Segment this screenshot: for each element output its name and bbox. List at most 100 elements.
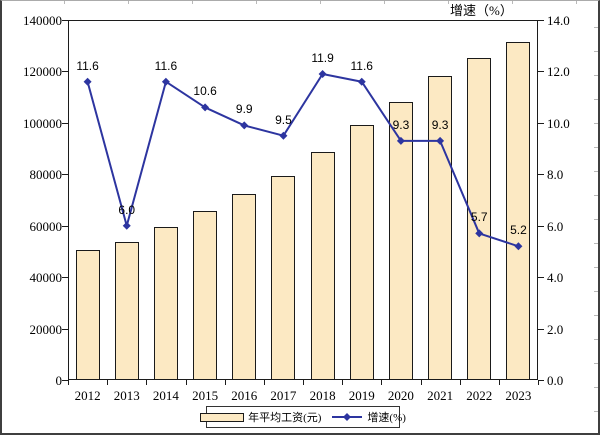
- grid-stub-top: [512, 1, 513, 4]
- x-axis-year-label: 2019: [348, 388, 375, 403]
- growth-value-label-2015: 10.6: [193, 84, 217, 99]
- right-axis-tick-label: 6.0: [547, 218, 564, 234]
- legend-line-label: 增速(%): [367, 412, 406, 424]
- grid-stub-right: [594, 195, 598, 196]
- grid-stub-top: [576, 1, 577, 4]
- grid-stub-top: [64, 1, 65, 4]
- x-axis-year-label: 2022: [466, 388, 493, 403]
- left-axis-tick-label: 20000: [29, 321, 63, 337]
- wage-bar-2012: [75, 250, 100, 380]
- grid-stub-right: [594, 267, 598, 268]
- legend: 年平均工资(元) 增速(%): [200, 406, 406, 428]
- growth-value-label-2023: 5.2: [510, 223, 527, 238]
- growth-value-label-2018: 11.9: [311, 51, 334, 65]
- right-axis-tick-label: 10.0: [547, 115, 570, 131]
- right-axis-tick-label: 4.0: [547, 270, 564, 286]
- x-axis-year-label: 2016: [231, 388, 258, 403]
- growth-value-label-2019: 11.6: [350, 58, 373, 73]
- grid-stub-right: [594, 99, 598, 100]
- right-axis-tickmark: [538, 328, 544, 330]
- right-axis-tick-label: 14.0: [547, 13, 570, 28]
- x-axis-tickmark: [303, 380, 304, 385]
- right-axis-tickmark: [538, 20, 544, 21]
- right-axis-tickmark: [538, 71, 544, 73]
- left-axis-tick-label: 60000: [29, 218, 63, 234]
- left-axis-tickmark: [62, 277, 68, 279]
- growth-value-label-2022: 5.7: [470, 210, 488, 225]
- x-axis-tickmark: [185, 380, 187, 385]
- grid-stub-top: [128, 1, 129, 4]
- left-axis-tickmark: [62, 122, 68, 124]
- growth-value-label-2014: 11.6: [154, 58, 178, 73]
- grid-stub-right: [594, 27, 598, 28]
- growth-value-label-2012: 11.6: [76, 58, 99, 73]
- x-axis-tickmark: [538, 380, 539, 385]
- wage-bar-2016: [232, 193, 257, 380]
- left-axis-tickmark: [62, 174, 68, 176]
- x-axis-tickmark: [342, 380, 344, 385]
- left-axis-tick-label: 140000: [23, 13, 62, 28]
- growth-value-label-2013: 6.0: [118, 202, 136, 217]
- grid-stub-right: [594, 219, 598, 220]
- grid-stub-top: [384, 1, 385, 4]
- wage-bar-2020: [388, 101, 413, 380]
- legend-bar-label: 年平均工资(元): [248, 412, 322, 424]
- right-axis-tickmark: [538, 277, 544, 279]
- left-axis-tickmark: [62, 225, 68, 227]
- legend-line-swatch-icon: [332, 413, 363, 421]
- left-axis-tick-label: 0: [55, 373, 63, 388]
- x-axis-tickmark: [459, 380, 461, 385]
- right-axis-tickmark: [538, 225, 544, 227]
- x-axis-year-label: 2017: [270, 388, 297, 403]
- grid-stub-right: [594, 243, 598, 244]
- wage-bar-2013: [114, 242, 139, 380]
- grid-stub-top: [192, 1, 193, 4]
- legend-bar-swatch-icon: [200, 412, 245, 422]
- left-axis-tickmark: [62, 20, 68, 21]
- left-axis-tick-label: 120000: [23, 64, 62, 80]
- grid-stub-top: [448, 1, 449, 4]
- right-axis-title: 增速（%）: [450, 3, 513, 18]
- grid-stub-right: [594, 411, 598, 412]
- x-axis-tickmark: [381, 380, 383, 385]
- grid-stub-right: [594, 147, 598, 148]
- x-axis-year-label: 2018: [309, 388, 336, 403]
- x-axis-year-label: 2020: [387, 388, 414, 403]
- x-axis-year-label: 2014: [152, 388, 179, 403]
- grid-stub-right: [594, 363, 598, 364]
- growth-value-label-2020: 9.3: [392, 117, 410, 132]
- x-axis-year-label: 2023: [505, 388, 532, 403]
- x-axis-tickmark: [146, 380, 148, 385]
- grid-stub-right: [594, 171, 598, 172]
- right-axis-tickmark: [538, 174, 544, 176]
- x-axis-tickmark: [107, 380, 109, 385]
- grid-stub-top: [256, 1, 257, 4]
- x-axis-year-label: 2013: [113, 388, 140, 403]
- right-axis-tickmark: [538, 380, 544, 381]
- growth-value-label-2017: 9.5: [275, 112, 292, 127]
- wage-bar-2017: [271, 176, 296, 380]
- left-axis-tickmark: [62, 328, 68, 330]
- x-axis-tickmark: [263, 380, 265, 385]
- grid-stub-right: [594, 51, 598, 52]
- grid-stub-right: [594, 315, 598, 316]
- wage-bar-2018: [310, 151, 335, 380]
- x-axis-year-label: 2015: [192, 388, 219, 403]
- x-axis-tickmark: [68, 380, 69, 385]
- wage-bar-2014: [153, 226, 178, 380]
- left-axis-tick-label: 80000: [29, 167, 63, 183]
- grid-stub-right: [594, 387, 598, 388]
- grid-stub-right: [594, 339, 598, 340]
- left-axis-tickmark: [62, 71, 68, 73]
- x-axis-tickmark: [498, 380, 500, 385]
- x-axis-tickmark: [420, 380, 422, 385]
- x-axis-year-label: 2021: [427, 388, 454, 403]
- right-axis-tick-label: 8.0: [547, 167, 564, 183]
- grid-stub-right: [594, 123, 598, 124]
- wage-bar-2019: [349, 125, 374, 380]
- grid-stub-right: [594, 75, 598, 76]
- right-axis-tick-label: 0.0: [547, 373, 564, 388]
- x-axis-tickmark: [224, 380, 226, 385]
- x-axis-year-label: 2012: [74, 388, 101, 403]
